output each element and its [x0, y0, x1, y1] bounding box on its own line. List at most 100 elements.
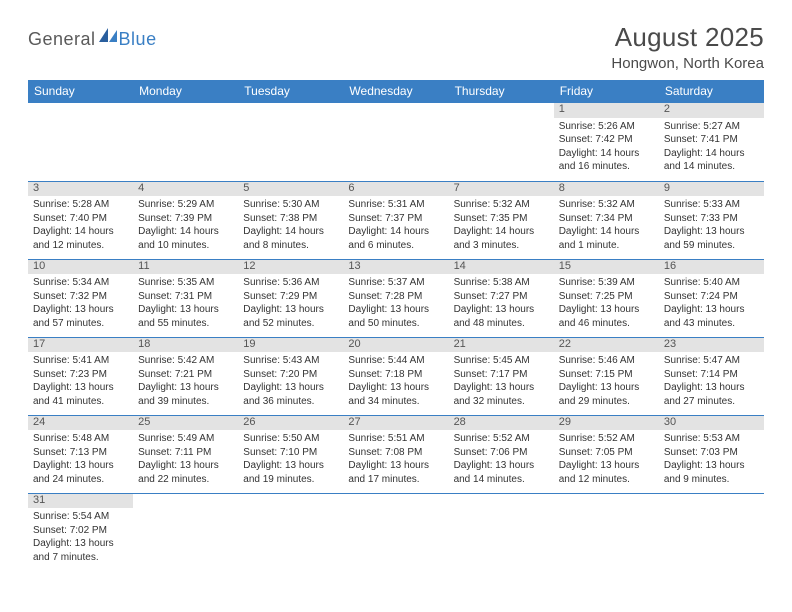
- sunset-line: Sunset: 7:14 PM: [664, 368, 759, 382]
- sunrise-line: Sunrise: 5:33 AM: [664, 198, 759, 212]
- calendar-cell: 14Sunrise: 5:38 AMSunset: 7:27 PMDayligh…: [449, 259, 554, 337]
- daylight-line: Daylight: 13 hours: [664, 459, 759, 473]
- calendar-cell: [659, 493, 764, 571]
- sunset-line: Sunset: 7:33 PM: [664, 212, 759, 226]
- day-content: Sunrise: 5:42 AMSunset: 7:21 PMDaylight:…: [133, 352, 238, 410]
- calendar-cell: 15Sunrise: 5:39 AMSunset: 7:25 PMDayligh…: [554, 259, 659, 337]
- daylight-line-2: and 50 minutes.: [348, 317, 443, 331]
- calendar-cell: 7Sunrise: 5:32 AMSunset: 7:35 PMDaylight…: [449, 181, 554, 259]
- day-header-thursday: Thursday: [449, 80, 554, 103]
- sunset-line: Sunset: 7:35 PM: [454, 212, 549, 226]
- daylight-line: Daylight: 13 hours: [454, 303, 549, 317]
- sunrise-line: Sunrise: 5:31 AM: [348, 198, 443, 212]
- daylight-line-2: and 59 minutes.: [664, 239, 759, 253]
- daylight-line-2: and 34 minutes.: [348, 395, 443, 409]
- sunrise-line: Sunrise: 5:41 AM: [33, 354, 128, 368]
- day-content: Sunrise: 5:50 AMSunset: 7:10 PMDaylight:…: [238, 430, 343, 488]
- daylight-line: Daylight: 13 hours: [348, 381, 443, 395]
- sunset-line: Sunset: 7:39 PM: [138, 212, 233, 226]
- daylight-line: Daylight: 14 hours: [33, 225, 128, 239]
- day-content: Sunrise: 5:51 AMSunset: 7:08 PMDaylight:…: [343, 430, 448, 488]
- calendar-cell: 23Sunrise: 5:47 AMSunset: 7:14 PMDayligh…: [659, 337, 764, 415]
- calendar-cell: 26Sunrise: 5:50 AMSunset: 7:10 PMDayligh…: [238, 415, 343, 493]
- daylight-line: Daylight: 13 hours: [348, 303, 443, 317]
- daylight-line-2: and 52 minutes.: [243, 317, 338, 331]
- title-block: August 2025 Hongwon, North Korea: [611, 22, 764, 72]
- sunset-line: Sunset: 7:10 PM: [243, 446, 338, 460]
- daylight-line: Daylight: 13 hours: [138, 459, 233, 473]
- day-number: 30: [659, 416, 764, 431]
- calendar-cell: 27Sunrise: 5:51 AMSunset: 7:08 PMDayligh…: [343, 415, 448, 493]
- sunrise-line: Sunrise: 5:28 AM: [33, 198, 128, 212]
- sunrise-line: Sunrise: 5:40 AM: [664, 276, 759, 290]
- day-content: Sunrise: 5:29 AMSunset: 7:39 PMDaylight:…: [133, 196, 238, 254]
- day-number: 22: [554, 338, 659, 353]
- daylight-line-2: and 55 minutes.: [138, 317, 233, 331]
- daylight-line-2: and 8 minutes.: [243, 239, 338, 253]
- daylight-line-2: and 43 minutes.: [664, 317, 759, 331]
- daylight-line: Daylight: 14 hours: [559, 225, 654, 239]
- daylight-line-2: and 41 minutes.: [33, 395, 128, 409]
- day-content: Sunrise: 5:41 AMSunset: 7:23 PMDaylight:…: [28, 352, 133, 410]
- sunset-line: Sunset: 7:03 PM: [664, 446, 759, 460]
- day-content: Sunrise: 5:53 AMSunset: 7:03 PMDaylight:…: [659, 430, 764, 488]
- sunset-line: Sunset: 7:02 PM: [33, 524, 128, 538]
- daylight-line-2: and 12 minutes.: [33, 239, 128, 253]
- sunset-line: Sunset: 7:11 PM: [138, 446, 233, 460]
- sunset-line: Sunset: 7:24 PM: [664, 290, 759, 304]
- daylight-line: Daylight: 13 hours: [243, 459, 338, 473]
- daylight-line-2: and 27 minutes.: [664, 395, 759, 409]
- daylight-line: Daylight: 13 hours: [559, 381, 654, 395]
- sunrise-line: Sunrise: 5:48 AM: [33, 432, 128, 446]
- day-number: 19: [238, 338, 343, 353]
- calendar-cell: 9Sunrise: 5:33 AMSunset: 7:33 PMDaylight…: [659, 181, 764, 259]
- day-number: 2: [659, 103, 764, 118]
- day-content: Sunrise: 5:48 AMSunset: 7:13 PMDaylight:…: [28, 430, 133, 488]
- sunrise-line: Sunrise: 5:45 AM: [454, 354, 549, 368]
- sunset-line: Sunset: 7:27 PM: [454, 290, 549, 304]
- calendar-cell: [343, 103, 448, 181]
- daylight-line: Daylight: 14 hours: [664, 147, 759, 161]
- day-content: Sunrise: 5:32 AMSunset: 7:34 PMDaylight:…: [554, 196, 659, 254]
- day-header-friday: Friday: [554, 80, 659, 103]
- calendar-row: 10Sunrise: 5:34 AMSunset: 7:32 PMDayligh…: [28, 259, 764, 337]
- day-number: 26: [238, 416, 343, 431]
- calendar-cell: [133, 493, 238, 571]
- daylight-line-2: and 16 minutes.: [559, 160, 654, 174]
- daylight-line-2: and 22 minutes.: [138, 473, 233, 487]
- daylight-line: Daylight: 13 hours: [243, 381, 338, 395]
- sunset-line: Sunset: 7:13 PM: [33, 446, 128, 460]
- day-number: 8: [554, 182, 659, 197]
- sunset-line: Sunset: 7:18 PM: [348, 368, 443, 382]
- daylight-line: Daylight: 13 hours: [559, 303, 654, 317]
- daylight-line-2: and 36 minutes.: [243, 395, 338, 409]
- calendar-cell: 10Sunrise: 5:34 AMSunset: 7:32 PMDayligh…: [28, 259, 133, 337]
- sunrise-line: Sunrise: 5:51 AM: [348, 432, 443, 446]
- day-number: 20: [343, 338, 448, 353]
- day-number: 12: [238, 260, 343, 275]
- daylight-line: Daylight: 13 hours: [33, 537, 128, 551]
- calendar-cell: [343, 493, 448, 571]
- calendar-cell: 13Sunrise: 5:37 AMSunset: 7:28 PMDayligh…: [343, 259, 448, 337]
- day-number: 1: [554, 103, 659, 118]
- day-number: 4: [133, 182, 238, 197]
- sunrise-line: Sunrise: 5:30 AM: [243, 198, 338, 212]
- calendar-cell: 11Sunrise: 5:35 AMSunset: 7:31 PMDayligh…: [133, 259, 238, 337]
- daylight-line-2: and 17 minutes.: [348, 473, 443, 487]
- daylight-line: Daylight: 14 hours: [559, 147, 654, 161]
- day-number: 18: [133, 338, 238, 353]
- sunrise-line: Sunrise: 5:53 AM: [664, 432, 759, 446]
- calendar-cell: 16Sunrise: 5:40 AMSunset: 7:24 PMDayligh…: [659, 259, 764, 337]
- daylight-line: Daylight: 13 hours: [664, 225, 759, 239]
- daylight-line-2: and 24 minutes.: [33, 473, 128, 487]
- daylight-line: Daylight: 13 hours: [138, 381, 233, 395]
- sunset-line: Sunset: 7:05 PM: [559, 446, 654, 460]
- calendar-row: 17Sunrise: 5:41 AMSunset: 7:23 PMDayligh…: [28, 337, 764, 415]
- sunset-line: Sunset: 7:37 PM: [348, 212, 443, 226]
- day-number: 14: [449, 260, 554, 275]
- daylight-line-2: and 6 minutes.: [348, 239, 443, 253]
- sunrise-line: Sunrise: 5:50 AM: [243, 432, 338, 446]
- calendar-cell: 24Sunrise: 5:48 AMSunset: 7:13 PMDayligh…: [28, 415, 133, 493]
- day-number: 17: [28, 338, 133, 353]
- sunset-line: Sunset: 7:17 PM: [454, 368, 549, 382]
